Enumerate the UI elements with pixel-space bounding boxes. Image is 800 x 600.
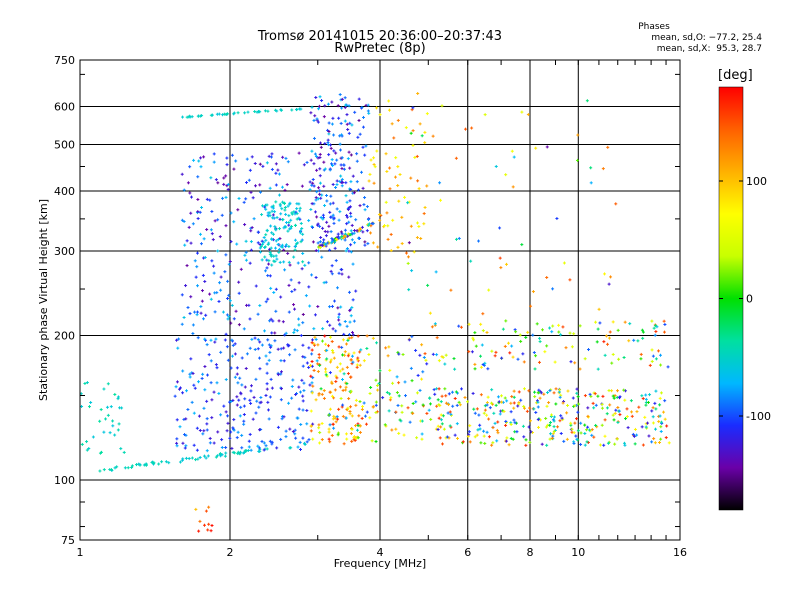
colorbar-tick-label: -100 bbox=[746, 410, 771, 423]
phase-stats-o: mean, sd,O: −77.2, 25.4 bbox=[651, 33, 762, 43]
cluster-f2-cyan-patch bbox=[258, 200, 305, 267]
data-points bbox=[79, 92, 671, 533]
cluster-f2-upper bbox=[309, 93, 371, 253]
y-tick-label: 600 bbox=[54, 101, 75, 114]
cluster-high-freq-sparse bbox=[406, 99, 618, 316]
y-tick-label: 75 bbox=[61, 534, 75, 547]
x-tick-label: 4 bbox=[377, 546, 384, 559]
y-tick-label: 500 bbox=[54, 139, 75, 152]
x-tick-label: 16 bbox=[673, 546, 687, 559]
x-axis: 1 2 4 6 8 10 16 bbox=[77, 60, 687, 559]
cluster-o-trace-low bbox=[98, 441, 307, 473]
cluster-low-strays bbox=[194, 505, 214, 533]
colorbar-tick-label: 0 bbox=[746, 293, 753, 306]
x-axis-label: Frequency [MHz] bbox=[334, 557, 426, 570]
colorbar-label: [deg] bbox=[718, 68, 753, 83]
cluster-band-580 bbox=[181, 107, 303, 119]
cluster-x-trace bbox=[317, 221, 375, 250]
cluster-low-freq-band bbox=[79, 381, 126, 455]
x-tick-label: 2 bbox=[227, 546, 234, 559]
grid bbox=[80, 60, 680, 540]
y-tick-label: 750 bbox=[54, 54, 75, 67]
cluster-f1-lower-mixed bbox=[316, 334, 429, 444]
cluster-high-freq-lower bbox=[427, 387, 671, 447]
phase-stats-heading: Phases bbox=[638, 22, 670, 32]
colorbar-ticks: 100 0 -100 bbox=[719, 175, 771, 423]
cluster-e-f1-lower bbox=[173, 336, 319, 453]
y-tick-label: 100 bbox=[54, 474, 75, 487]
y-axis: 75 100 200 300 400 500 600 750 bbox=[54, 54, 680, 547]
x-tick-label: 6 bbox=[464, 546, 471, 559]
colorbar-tick-label: 100 bbox=[746, 175, 767, 188]
x-tick-label: 10 bbox=[571, 546, 585, 559]
cluster-x-upper-band bbox=[367, 92, 429, 259]
chart-subtitle: RwPretec (8p) bbox=[334, 41, 426, 56]
y-tick-label: 300 bbox=[54, 245, 75, 258]
y-tick-label: 400 bbox=[54, 185, 75, 198]
cluster-high-freq-200 bbox=[430, 319, 670, 371]
phase-stats-x: mean, sd,X: 95.3, 28.7 bbox=[656, 44, 762, 54]
y-tick-label: 200 bbox=[54, 330, 75, 343]
cluster-f2-mid bbox=[180, 151, 358, 337]
chart-title: Tromsø 20141015 20:36:00–20:37:43 bbox=[257, 29, 503, 44]
x-tick-label: 1 bbox=[77, 546, 84, 559]
y-axis-label: Stationary phase Virtual Height [km] bbox=[37, 199, 50, 401]
x-tick-label: 8 bbox=[527, 546, 534, 559]
